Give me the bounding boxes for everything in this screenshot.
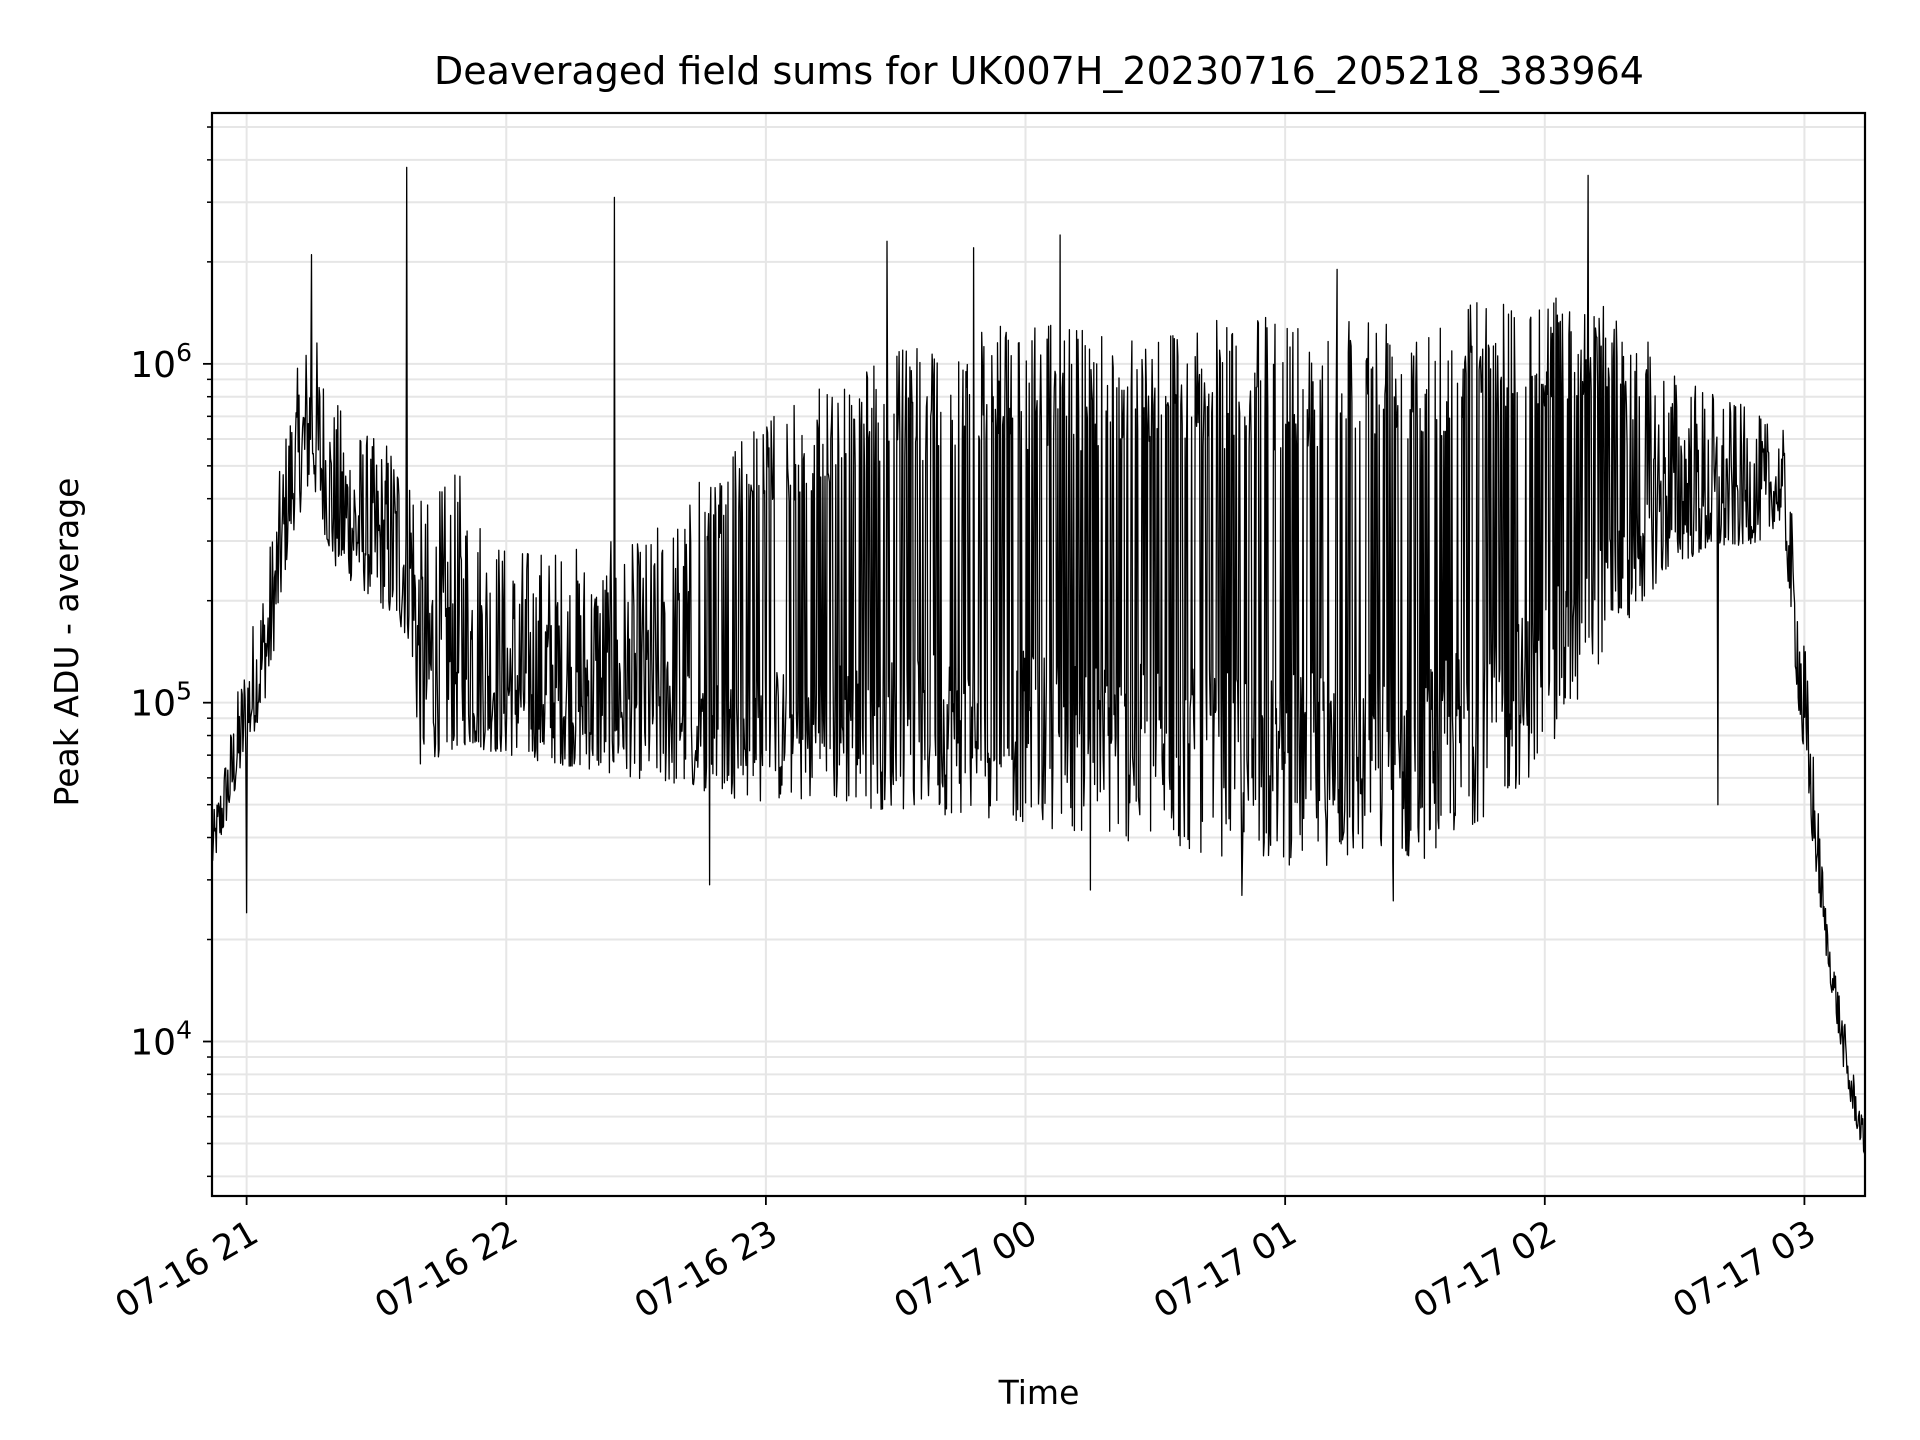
series-plot — [211, 166, 1866, 1154]
y-axis-label: Peak ADU - average — [47, 478, 86, 807]
y-tick-label: 105 — [130, 677, 192, 725]
chart-title: Deaveraged field sums for UK007H_2023071… — [434, 49, 1644, 93]
series-line — [211, 166, 1866, 1154]
y-tick-label: 106 — [130, 338, 192, 386]
y-tick-label: 104 — [130, 1016, 192, 1064]
plot-frame — [210, 111, 1867, 1198]
x-axis-label: Time — [998, 1373, 1080, 1412]
